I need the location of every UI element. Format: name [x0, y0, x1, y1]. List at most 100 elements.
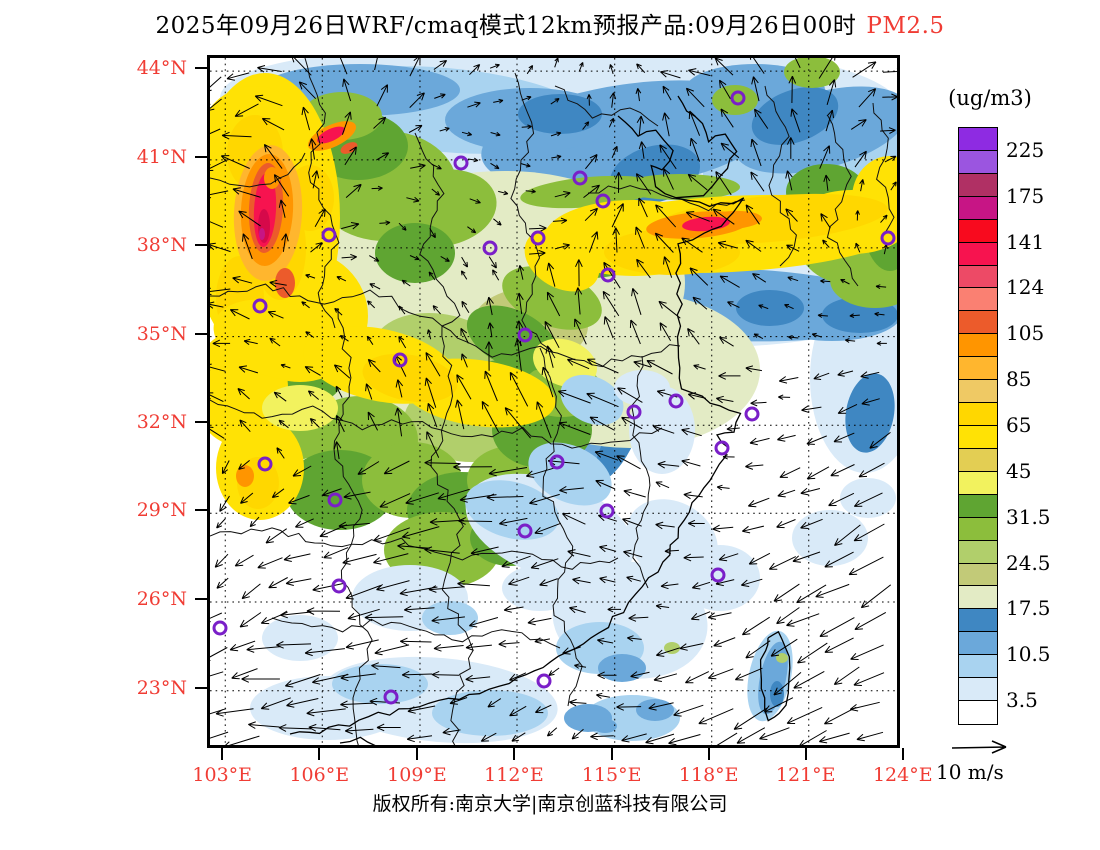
- station-marker: [668, 393, 684, 409]
- wind-arrow: [520, 163, 531, 168]
- wind-arrow: [401, 279, 411, 287]
- wind-arrow: [369, 283, 381, 290]
- wind-arrow: [265, 528, 287, 544]
- wind-arrow: [509, 672, 527, 681]
- pm25-field-blob: [465, 480, 559, 540]
- wind-arrow: [660, 70, 681, 79]
- wind-arrow: [574, 318, 587, 345]
- wind-arrow: [434, 93, 446, 99]
- wind-arrow: [741, 616, 770, 636]
- wind-arrow: [719, 79, 731, 99]
- wind-arrow: [679, 643, 704, 651]
- wind-arrow: [718, 553, 739, 562]
- wind-arrow: [210, 128, 221, 135]
- wind-arrow: [716, 395, 734, 404]
- province-boundary-line: [271, 617, 561, 649]
- wind-arrow: [586, 94, 592, 106]
- wind-arrow: [740, 578, 763, 587]
- colorbar-tick-label: 45: [1006, 458, 1032, 483]
- wind-arrow: [521, 124, 532, 130]
- wind-arrow: [869, 432, 891, 449]
- wind-arrow: [819, 617, 855, 637]
- province-boundary-line: [441, 325, 681, 368]
- wind-arrow: [658, 300, 681, 319]
- station-marker: [252, 298, 268, 314]
- wind-arrow: [232, 276, 253, 284]
- wind-arrow: [301, 301, 310, 309]
- wind-arrow: [801, 405, 822, 413]
- wind-arrow: [232, 187, 261, 198]
- colorbar-tick-label: 85: [1006, 367, 1032, 392]
- wind-arrow: [234, 103, 259, 117]
- wind-arrow: [241, 675, 280, 683]
- province-boundary-line: [210, 152, 306, 188]
- wind-arrow: [210, 221, 224, 228]
- wind-arrow: [778, 376, 799, 384]
- wind-arrow: [536, 401, 552, 439]
- wind-arrow: [719, 275, 740, 288]
- wind-arrow: [229, 309, 250, 320]
- wind-arrow: [367, 358, 381, 373]
- wind-arrow: [461, 353, 468, 368]
- wind-arrow: [429, 227, 436, 239]
- wind-arrow: [492, 269, 500, 281]
- colorbar-cell: [959, 196, 997, 220]
- pm25-field-blob: [528, 442, 612, 506]
- wind-arrow: [309, 418, 320, 428]
- province-boundary-line: [764, 85, 797, 267]
- wind-arrow: [683, 553, 704, 562]
- wind-arrow: [210, 190, 229, 199]
- wind-arrow: [341, 111, 352, 135]
- wind-arrow: [799, 730, 827, 745]
- wind-arrow: [884, 155, 897, 163]
- copyright-text: 版权所有:南京大学|南京创蓝科技有限公司: [372, 793, 728, 815]
- wind-arrow: [271, 488, 285, 498]
- province-boundary-line: [210, 283, 443, 327]
- wind-arrow: [778, 394, 791, 400]
- wind-arrow: [818, 732, 850, 744]
- wind-arrow: [603, 316, 614, 339]
- station-marker: [257, 456, 273, 472]
- wind-arrow: [210, 612, 223, 623]
- wind-arrow: [608, 117, 615, 128]
- station-marker: [453, 155, 469, 171]
- wind-arrow: [681, 428, 702, 437]
- wind-arrow: [569, 698, 587, 707]
- wind-arrow: [398, 335, 407, 349]
- wind-arrow: [405, 492, 439, 505]
- lat-tick: [195, 155, 207, 158]
- wind-arrow: [890, 181, 897, 191]
- wind-arrow: [344, 726, 374, 735]
- colorbar-cell: [959, 288, 997, 312]
- wind-arrow: [488, 467, 528, 477]
- wind-arrow: [238, 365, 259, 374]
- lon-tick: [221, 748, 224, 760]
- wind-arrow: [776, 607, 800, 625]
- wind-arrow: [431, 188, 441, 196]
- lat-tick: [195, 686, 207, 689]
- wind-arrow: [546, 727, 558, 737]
- coastline: [759, 630, 791, 722]
- wind-arrow: [719, 336, 734, 347]
- station-marker: [517, 523, 533, 539]
- wind-arrow: [630, 671, 650, 679]
- colorbar-cell: [959, 448, 997, 472]
- wind-arrow: [426, 329, 432, 340]
- wind-arrow: [239, 419, 251, 433]
- wind-arrow: [280, 363, 291, 369]
- wind-arrow: [784, 304, 794, 310]
- wind-arrow: [371, 662, 401, 670]
- wind-arrow: [437, 488, 470, 501]
- station-marker: [710, 567, 726, 583]
- wind-arrow: [882, 68, 897, 73]
- wind-arrow: [269, 279, 287, 288]
- wind-arrow: [745, 204, 760, 225]
- wind-arrow: [687, 173, 708, 191]
- pm25-field-blob: [375, 223, 455, 283]
- wind-arrow: [621, 733, 647, 743]
- wind-arrow: [276, 641, 312, 649]
- station-marker: [212, 620, 228, 636]
- wind-arrow: [219, 495, 230, 512]
- wind-arrow: [659, 144, 677, 170]
- wind-arrow: [376, 723, 401, 732]
